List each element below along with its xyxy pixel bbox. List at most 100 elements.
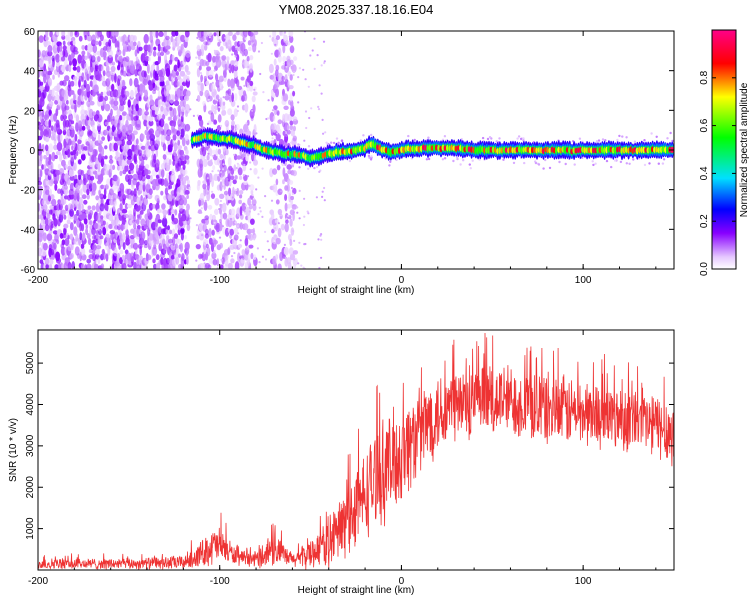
noise-cell: [81, 223, 85, 232]
noise-cell: [204, 215, 209, 221]
noise-cell: [207, 245, 210, 248]
noise-cell: [76, 70, 81, 78]
noise-cell: [152, 89, 157, 95]
noise-cell: [239, 190, 244, 195]
noise-cell: [229, 217, 233, 221]
noise-cell: [265, 117, 268, 121]
noise-cell: [189, 108, 192, 111]
noise-cell: [236, 105, 240, 108]
noise-cell: [101, 155, 105, 161]
colorbar-tick-label: 0.8: [699, 70, 710, 84]
noise-cell: [223, 190, 229, 196]
noise-cell: [93, 263, 99, 269]
noise-cell: [184, 241, 190, 251]
noise-cell: [156, 86, 160, 91]
noise-cell: [274, 234, 277, 237]
noise-cell: [257, 176, 260, 179]
noise-cell: [73, 162, 77, 171]
noise-cell: [97, 114, 103, 123]
noise-cell: [227, 78, 231, 88]
noise-cell: [242, 174, 245, 177]
noise-cell: [50, 125, 54, 131]
noise-cell: [261, 215, 264, 218]
noise-cell: [80, 188, 83, 197]
noise-cell: [233, 251, 236, 255]
noise-cell: [216, 94, 220, 100]
noise-cell: [56, 31, 60, 36]
noise-cell: [45, 263, 49, 269]
noise-cell: [108, 237, 112, 246]
noise-cell: [231, 92, 234, 103]
noise-cell: [322, 40, 326, 43]
noise-cell: [76, 65, 81, 73]
noise-cell: [389, 160, 392, 163]
noise-cell: [246, 175, 250, 178]
noise-cell: [135, 114, 139, 121]
noise-cell: [182, 209, 186, 216]
snr-x-label: Height of straight line (km): [298, 585, 415, 596]
noise-cell: [158, 168, 162, 178]
noise-cell: [102, 227, 107, 236]
noise-cell: [123, 213, 129, 219]
noise-cell: [330, 141, 333, 144]
noise-cell: [141, 108, 145, 117]
noise-cell: [155, 80, 160, 86]
noise-cell: [185, 255, 189, 260]
noise-cell: [61, 159, 66, 167]
noise-cell: [124, 164, 129, 172]
noise-cell: [157, 226, 163, 237]
noise-cell: [188, 188, 191, 191]
noise-cell: [157, 54, 161, 64]
noise-cell: [93, 84, 99, 93]
noise-cell: [407, 134, 410, 138]
noise-cell: [38, 142, 42, 152]
noise-cell: [55, 53, 60, 63]
noise-cell: [292, 125, 296, 132]
noise-cell: [73, 154, 77, 160]
noise-cell: [147, 179, 151, 185]
noise-cell: [179, 149, 185, 157]
noise-cell: [48, 100, 54, 108]
noise-cell: [311, 49, 314, 52]
noise-cell: [234, 32, 237, 36]
noise-cell: [77, 54, 82, 64]
noise-cell: [616, 138, 619, 142]
noise-cell: [152, 258, 156, 264]
noise-cell: [592, 163, 595, 167]
noise-cell: [81, 103, 84, 111]
noise-cell: [165, 35, 170, 41]
y-tick-label: 3000: [25, 434, 36, 457]
y-tick-label: 40: [24, 67, 36, 78]
noise-cell: [219, 41, 222, 44]
noise-cell: [456, 157, 459, 161]
noise-cell: [174, 209, 178, 216]
noise-cell: [226, 56, 230, 61]
noise-cell: [213, 221, 216, 224]
noise-cell: [219, 46, 224, 52]
noise-cell: [81, 203, 84, 211]
noise-cell: [132, 41, 137, 47]
noise-cell: [166, 129, 172, 136]
noise-cell: [205, 228, 209, 236]
noise-cell: [68, 109, 72, 115]
noise-cell: [45, 36, 49, 41]
noise-cell: [251, 194, 254, 197]
noise-cell: [305, 126, 308, 130]
noise-cell: [122, 99, 126, 106]
noise-cell: [148, 83, 154, 91]
noise-cell: [73, 213, 78, 222]
noise-cell: [234, 175, 238, 180]
noise-cell: [210, 193, 216, 200]
noise-cell: [205, 80, 210, 86]
noise-cell: [140, 53, 146, 63]
noise-cell: [110, 108, 113, 117]
y-tick-label: -60: [21, 265, 36, 276]
noise-cell: [233, 69, 238, 79]
noise-cell: [97, 56, 101, 62]
noise-cell: [222, 154, 226, 160]
noise-cell: [259, 72, 262, 76]
noise-cell: [277, 188, 283, 196]
noise-cell: [129, 252, 135, 262]
noise-cell: [73, 93, 76, 101]
noise-cell: [413, 138, 416, 142]
